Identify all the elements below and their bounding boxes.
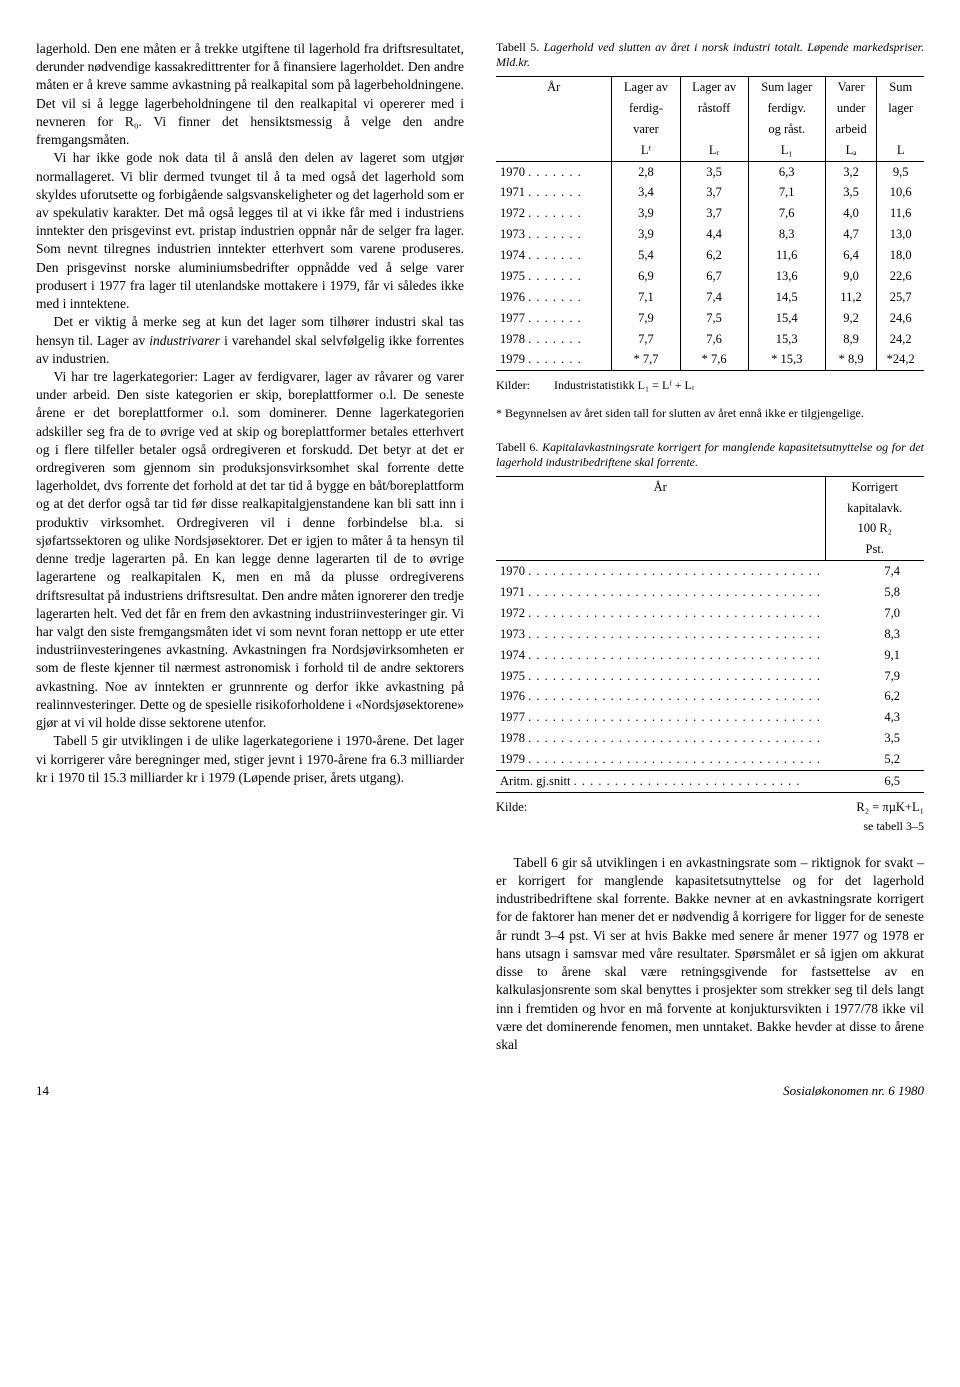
- t5-h-year: År: [496, 77, 612, 162]
- journal-ref: Sosialøkonomen nr. 6 1980: [783, 1082, 924, 1100]
- table6-row: 1978 . . . . . . . . . . . . . . . . . .…: [496, 728, 924, 749]
- table5-caption: Tabell 5. Lagerhold ved slutten av året …: [496, 40, 924, 70]
- right-para-1: Tabell 6 gir så utviklingen i en avkastn…: [496, 854, 924, 1054]
- page-number: 14: [36, 1082, 49, 1100]
- table6-row: 1971 . . . . . . . . . . . . . . . . . .…: [496, 582, 924, 603]
- table5-row: 1974 . . . . . . .5,46,211,66,418,0: [496, 245, 924, 266]
- table5-row: 1971 . . . . . . .3,43,77,13,510,6: [496, 182, 924, 203]
- table5-footnote: * Begynnelsen av året siden tall for slu…: [496, 405, 924, 421]
- table6-row: 1970 . . . . . . . . . . . . . . . . . .…: [496, 561, 924, 582]
- table5-row: 1977 . . . . . . .7,97,515,49,224,6: [496, 308, 924, 329]
- table6-caption: Tabell 6. Kapitalavkastningsrate korrige…: [496, 440, 924, 470]
- table5-row: 1973 . . . . . . .3,94,48,34,713,0: [496, 224, 924, 245]
- table5-row: 1970 . . . . . . .2,83,56,33,29,5: [496, 161, 924, 182]
- table6-see: se tabell 3–5: [496, 818, 924, 834]
- table6-row: 1972 . . . . . . . . . . . . . . . . . .…: [496, 603, 924, 624]
- page-footer: 14 Sosialøkonomen nr. 6 1980: [36, 1082, 924, 1100]
- table5-row: 1972 . . . . . . .3,93,77,64,011,6: [496, 203, 924, 224]
- table6-row: 1973 . . . . . . . . . . . . . . . . . .…: [496, 624, 924, 645]
- para-5: Tabell 5 gir utviklingen i de ulike lage…: [36, 732, 464, 787]
- table5-source: Kilder: Industristatistikk L₁ = Lᶠ + Lᵣ: [496, 377, 924, 393]
- t6-avg-label: Aritm. gj.snitt . . . . . . . . . . . . …: [496, 770, 825, 792]
- table6-row: 1979 . . . . . . . . . . . . . . . . . .…: [496, 749, 924, 770]
- table6-row: 1975 . . . . . . . . . . . . . . . . . .…: [496, 666, 924, 687]
- table6-row: 1974 . . . . . . . . . . . . . . . . . .…: [496, 645, 924, 666]
- table5: År Lager av Lager av Sum lager Varer Sum…: [496, 76, 924, 371]
- table6-row: 1976 . . . . . . . . . . . . . . . . . .…: [496, 686, 924, 707]
- t6-h-year: År: [496, 476, 825, 561]
- right-column: Tabell 5. Lagerhold ved slutten av året …: [496, 40, 924, 1054]
- para-2: Vi har ikke gode nok data til å anslå de…: [36, 149, 464, 313]
- table5-row: 1975 . . . . . . .6,96,713,69,022,6: [496, 266, 924, 287]
- table5-row: 1979 . . . . . . .* 7,7* 7,6* 15,3* 8,9*…: [496, 349, 924, 370]
- left-column: lagerhold. Den ene måten er å trekke utg…: [36, 40, 464, 1054]
- table5-row: 1976 . . . . . . .7,17,414,511,225,7: [496, 287, 924, 308]
- table5-row: 1978 . . . . . . .7,77,615,38,924,2: [496, 329, 924, 350]
- para-4: Vi har tre lagerkategorier: Lager av fer…: [36, 368, 464, 732]
- table6-source-label: Kilde:: [496, 799, 527, 816]
- para-3: Det er viktig å merke seg at kun det lag…: [36, 313, 464, 368]
- para-1: lagerhold. Den ene måten er å trekke utg…: [36, 40, 464, 149]
- table6-row: 1977 . . . . . . . . . . . . . . . . . .…: [496, 707, 924, 728]
- table6: År Korrigert kapitalavk. 100 R₂ Pst. 197…: [496, 476, 924, 793]
- table6-formula: R₂ = πµK+L₁: [856, 799, 924, 816]
